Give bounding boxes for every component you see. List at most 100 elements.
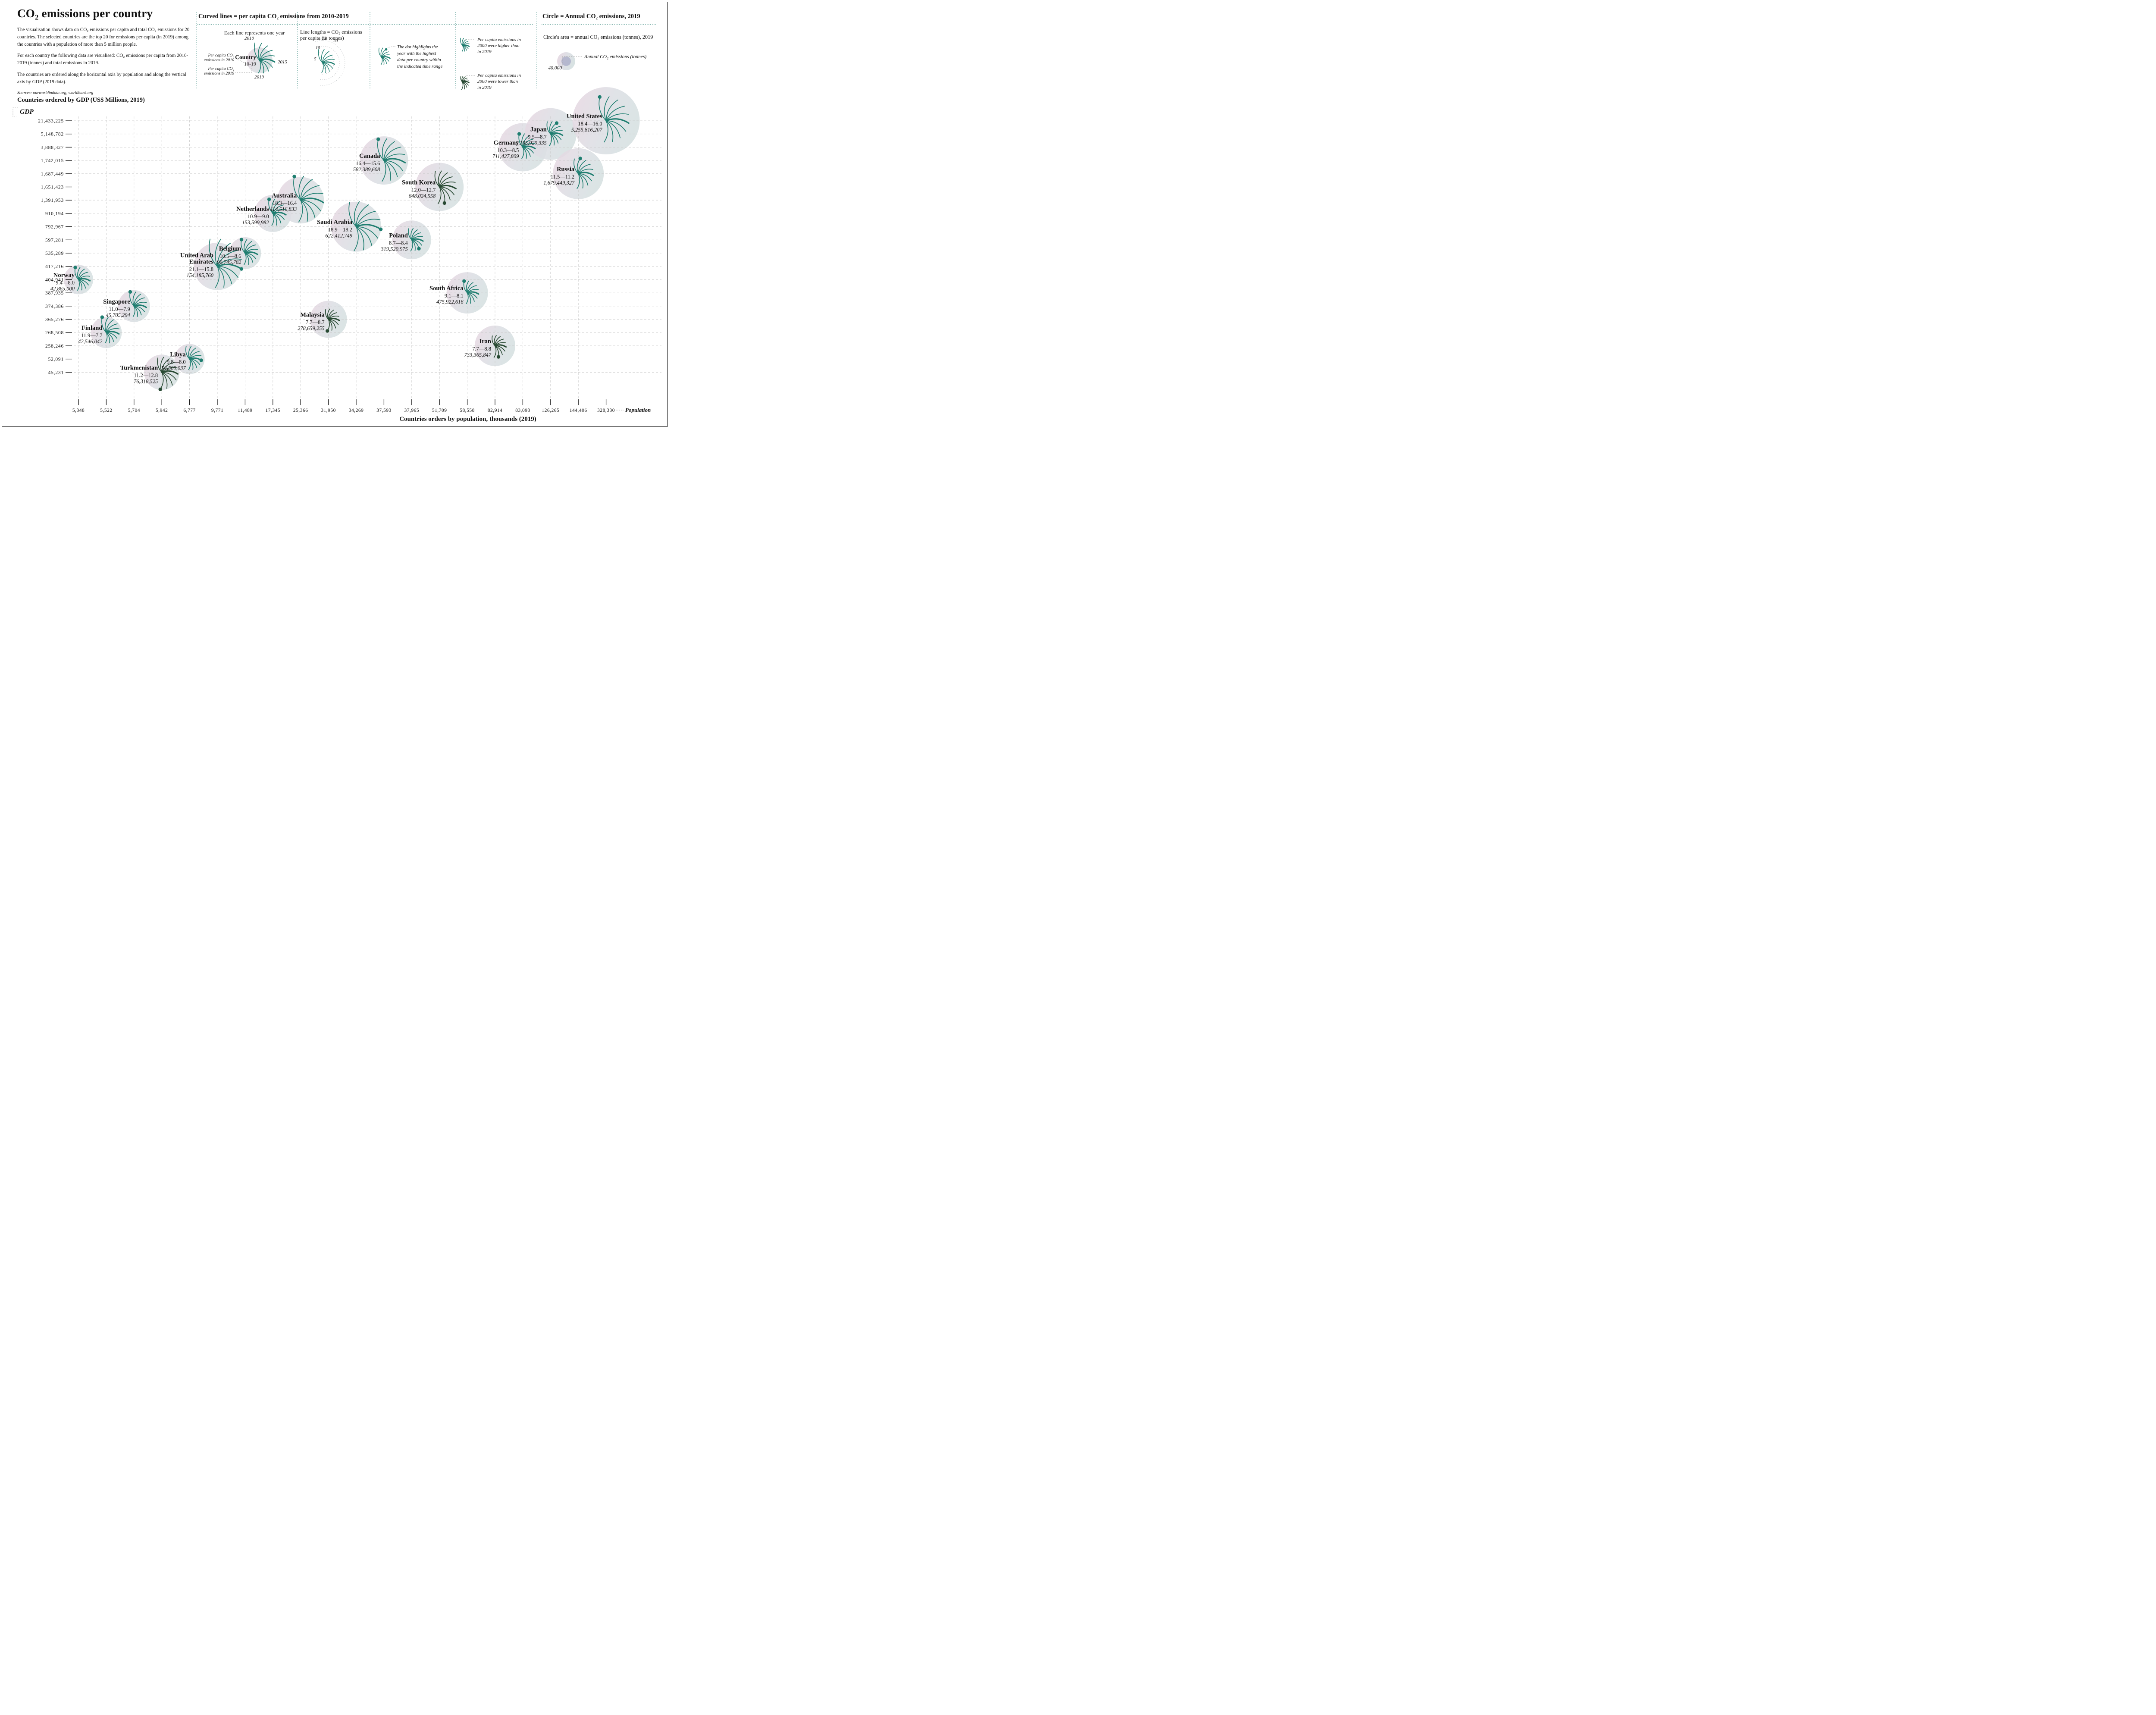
legend-ann-2010: emissions in 2010 <box>204 58 234 63</box>
year-line <box>105 332 108 343</box>
year-line <box>383 160 391 181</box>
country-name: South Korea <box>402 179 436 186</box>
country-total-emissions: 733,365,847 <box>464 352 492 358</box>
highest-year-dot <box>578 157 582 160</box>
population-tick-label: 31,950 <box>321 408 336 413</box>
country-total-emissions: 42,865,000 <box>50 285 75 292</box>
arc-value-label: 10 <box>316 46 320 50</box>
country-percapita-range: 11.9—7.7 <box>81 332 103 339</box>
fan-malaysia <box>325 308 340 333</box>
year-line <box>380 47 383 58</box>
population-tick-label: 34,269 <box>349 408 364 413</box>
legend-dot-note-text: data per country within <box>397 57 441 63</box>
country-percapita-range: 10.5—8.6 <box>219 253 241 259</box>
legend-line-lengths-caption: Line lengths = CO₂ emissions <box>300 29 362 35</box>
country-total-emissions: 648,024,558 <box>409 193 436 199</box>
country-total-emissions: 622,412,749 <box>326 233 353 239</box>
legend-dot-note-text: the indicated time range <box>397 64 442 69</box>
year-line <box>106 332 118 339</box>
country-percapita-range: 21.1—15.8 <box>189 266 213 273</box>
country-name: Saudi Arabia <box>317 219 353 226</box>
population-tick-label: 17,345 <box>265 408 280 413</box>
country-total-emissions: 711,427,809 <box>492 153 519 159</box>
year-line <box>259 60 264 74</box>
gdp-tick-label: 404,941 <box>45 277 64 282</box>
year-line <box>354 201 360 227</box>
dashed-line <box>387 46 396 48</box>
country-name: Iran <box>479 338 491 345</box>
year-line <box>322 63 330 72</box>
year-line <box>132 292 136 307</box>
country-percapita-range: 16.4—15.6 <box>356 160 380 166</box>
chart-scene: Each line represents one year20102015201… <box>13 12 661 423</box>
fan-united-arab-emirates <box>209 238 244 288</box>
example-emissions-value: 40,000 <box>548 66 562 71</box>
year-line <box>215 238 221 267</box>
country-total-emissions: 319,520,975 <box>380 246 408 252</box>
year-line <box>161 358 170 373</box>
legend-ann-2010: Per capita CO₂ <box>207 53 234 58</box>
year-line <box>258 60 261 74</box>
year-line <box>300 200 321 212</box>
fan-australia <box>292 175 324 223</box>
legend-curved-lines-title: Curved lines = per capita CO₂ emissions … <box>198 13 349 20</box>
legend-year-2019: 2019 <box>254 75 264 80</box>
year-line <box>328 319 332 331</box>
year-line <box>161 372 177 381</box>
year-line <box>77 279 80 291</box>
legend-circle-subtitle: Circle's area = annual CO₂ emissions (to… <box>543 34 653 40</box>
y-axis-header: Countries ordered by GDP (US$ Millions, … <box>17 97 145 103</box>
year-line <box>383 154 405 161</box>
year-line <box>578 164 591 174</box>
year-line <box>356 226 364 251</box>
country-total-emissions: 153,599,982 <box>242 219 269 226</box>
year-line <box>133 305 142 316</box>
year-line <box>410 228 414 241</box>
year-line <box>408 228 412 241</box>
population-tick-label: 83,093 <box>515 408 530 413</box>
year-line <box>132 305 135 317</box>
year-line <box>217 266 238 278</box>
highest-year-dot <box>239 267 244 271</box>
tonnes-arc <box>320 57 329 69</box>
year-line <box>356 219 381 227</box>
country-percapita-range: 7.7—8.7 <box>306 320 325 326</box>
gdp-tick-label: 52,091 <box>48 357 64 362</box>
year-line <box>467 285 477 293</box>
annual-emissions-inner-circle <box>561 56 571 66</box>
year-line <box>550 133 559 144</box>
year-line <box>161 362 175 373</box>
year-line <box>259 60 269 72</box>
legend-fan-dot <box>378 47 391 65</box>
gdp-tick-label: 3,888,327 <box>41 145 64 150</box>
country-total-emissions: 99,745,782 <box>217 259 241 265</box>
year-line <box>133 297 145 307</box>
year-line <box>522 147 527 159</box>
highest-year-dot <box>496 355 501 359</box>
year-line <box>259 50 273 61</box>
year-line <box>462 45 464 52</box>
highest-year-dot <box>417 247 421 251</box>
gdp-tick-label: 910,194 <box>45 211 64 216</box>
fan-poland <box>408 228 424 252</box>
country-name: Finland <box>81 325 102 332</box>
year-line <box>106 332 114 342</box>
year-line <box>549 133 552 146</box>
year-line <box>439 186 455 195</box>
year-line <box>439 176 453 188</box>
infographic-canvas: CO₂ emissions per country The visualisat… <box>0 0 669 429</box>
year-line <box>466 292 469 304</box>
year-line <box>300 185 320 201</box>
highest-year-dot <box>100 315 104 319</box>
year-line <box>356 226 379 239</box>
year-line <box>272 213 285 220</box>
year-line <box>244 241 252 254</box>
country-percapita-range: 11.0—7.9 <box>109 306 130 312</box>
gdp-tick-label: 365,276 <box>45 317 64 323</box>
